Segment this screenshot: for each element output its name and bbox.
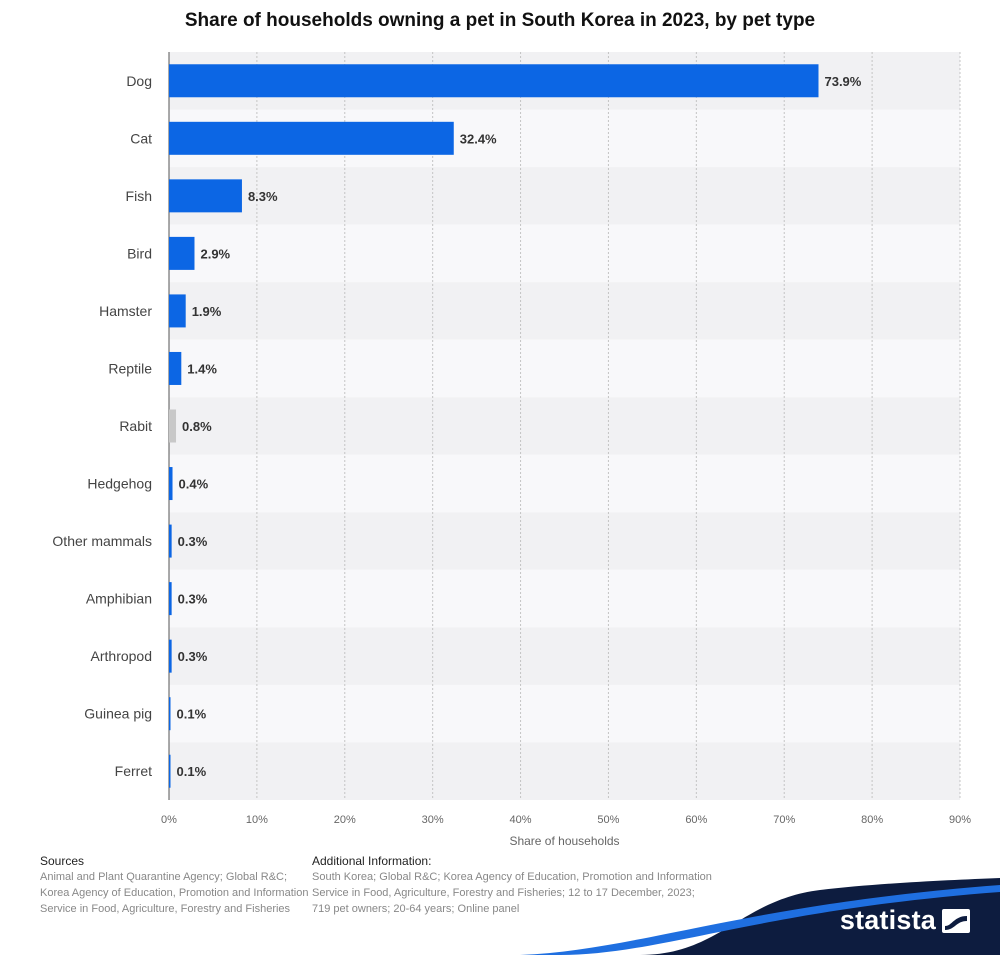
bar xyxy=(169,179,242,213)
bar xyxy=(169,351,182,385)
category-label: Amphibian xyxy=(86,591,152,607)
row-band xyxy=(169,684,960,743)
row-band xyxy=(169,224,960,283)
additional-info-block: Additional Information: South Korea; Glo… xyxy=(312,854,712,917)
row-band xyxy=(169,397,960,455)
x-tick-label: 0% xyxy=(161,814,177,826)
category-label: Bird xyxy=(127,245,152,261)
bar xyxy=(169,639,172,673)
x-tick-label: 70% xyxy=(773,814,795,826)
sources-heading: Sources xyxy=(40,854,85,868)
bar xyxy=(169,64,819,98)
category-label: Hedgehog xyxy=(87,476,152,492)
brand-name: statista xyxy=(839,905,936,935)
value-label: 73.9% xyxy=(824,74,861,89)
category-label: Arthropod xyxy=(91,648,152,664)
x-tick-label: 10% xyxy=(246,814,268,826)
category-label: Hamster xyxy=(99,303,152,319)
row-band xyxy=(169,569,960,628)
x-tick-label: 80% xyxy=(861,814,883,826)
row-band xyxy=(169,627,960,685)
value-label: 0.3% xyxy=(178,649,208,664)
sources-text: Animal and Plant Quarantine Agency; Glob… xyxy=(40,871,309,915)
category-label: Rabit xyxy=(119,418,152,434)
bar xyxy=(169,409,177,443)
category-label: Guinea pig xyxy=(84,706,152,722)
statista-logo[interactable]: statista xyxy=(840,905,970,936)
bar xyxy=(169,467,173,501)
row-band xyxy=(169,339,960,398)
bar xyxy=(169,582,172,616)
value-label: 1.9% xyxy=(192,304,222,319)
category-label: Reptile xyxy=(108,360,152,376)
footer-wave xyxy=(0,878,1000,955)
bar xyxy=(169,236,195,270)
value-label: 0.3% xyxy=(178,592,208,607)
value-label: 0.1% xyxy=(177,764,207,779)
x-tick-label: 40% xyxy=(510,814,532,826)
value-label: 8.3% xyxy=(248,189,278,204)
value-label: 2.9% xyxy=(200,246,230,261)
bar xyxy=(169,697,171,731)
category-label: Fish xyxy=(126,188,152,204)
additional-info-heading: Additional Information: xyxy=(312,854,432,868)
value-label: 0.8% xyxy=(182,419,212,434)
x-tick-label: 20% xyxy=(334,814,356,826)
x-tick-label: 60% xyxy=(685,814,707,826)
bar xyxy=(169,121,454,155)
chart-title: Share of households owning a pet in Sout… xyxy=(184,10,816,31)
category-label: Ferret xyxy=(115,763,152,779)
row-band xyxy=(169,282,960,340)
category-label: Dog xyxy=(126,73,152,89)
value-label: 32.4% xyxy=(460,131,497,146)
additional-info-text: South Korea; Global R&C; Korea Agency of… xyxy=(312,871,712,915)
row-band xyxy=(169,512,960,570)
bar xyxy=(169,754,171,788)
x-axis-title: Share of households xyxy=(509,834,619,848)
x-tick-label: 90% xyxy=(949,814,971,826)
row-band xyxy=(169,167,960,225)
value-label: 1.4% xyxy=(187,361,217,376)
category-label: Other mammals xyxy=(52,533,152,549)
x-tick-label: 30% xyxy=(422,814,444,826)
x-tick-label: 50% xyxy=(597,814,619,826)
sources-block: Sources Animal and Plant Quarantine Agen… xyxy=(40,854,310,917)
statista-logo-icon xyxy=(942,908,970,933)
value-label: 0.4% xyxy=(179,477,209,492)
value-label: 0.3% xyxy=(178,534,208,549)
category-label: Cat xyxy=(130,130,152,146)
bar xyxy=(169,524,172,558)
row-band xyxy=(169,742,960,800)
row-band xyxy=(169,454,960,513)
value-label: 0.1% xyxy=(177,707,207,722)
bar xyxy=(169,294,186,328)
footer-wave-accent xyxy=(520,885,1000,955)
